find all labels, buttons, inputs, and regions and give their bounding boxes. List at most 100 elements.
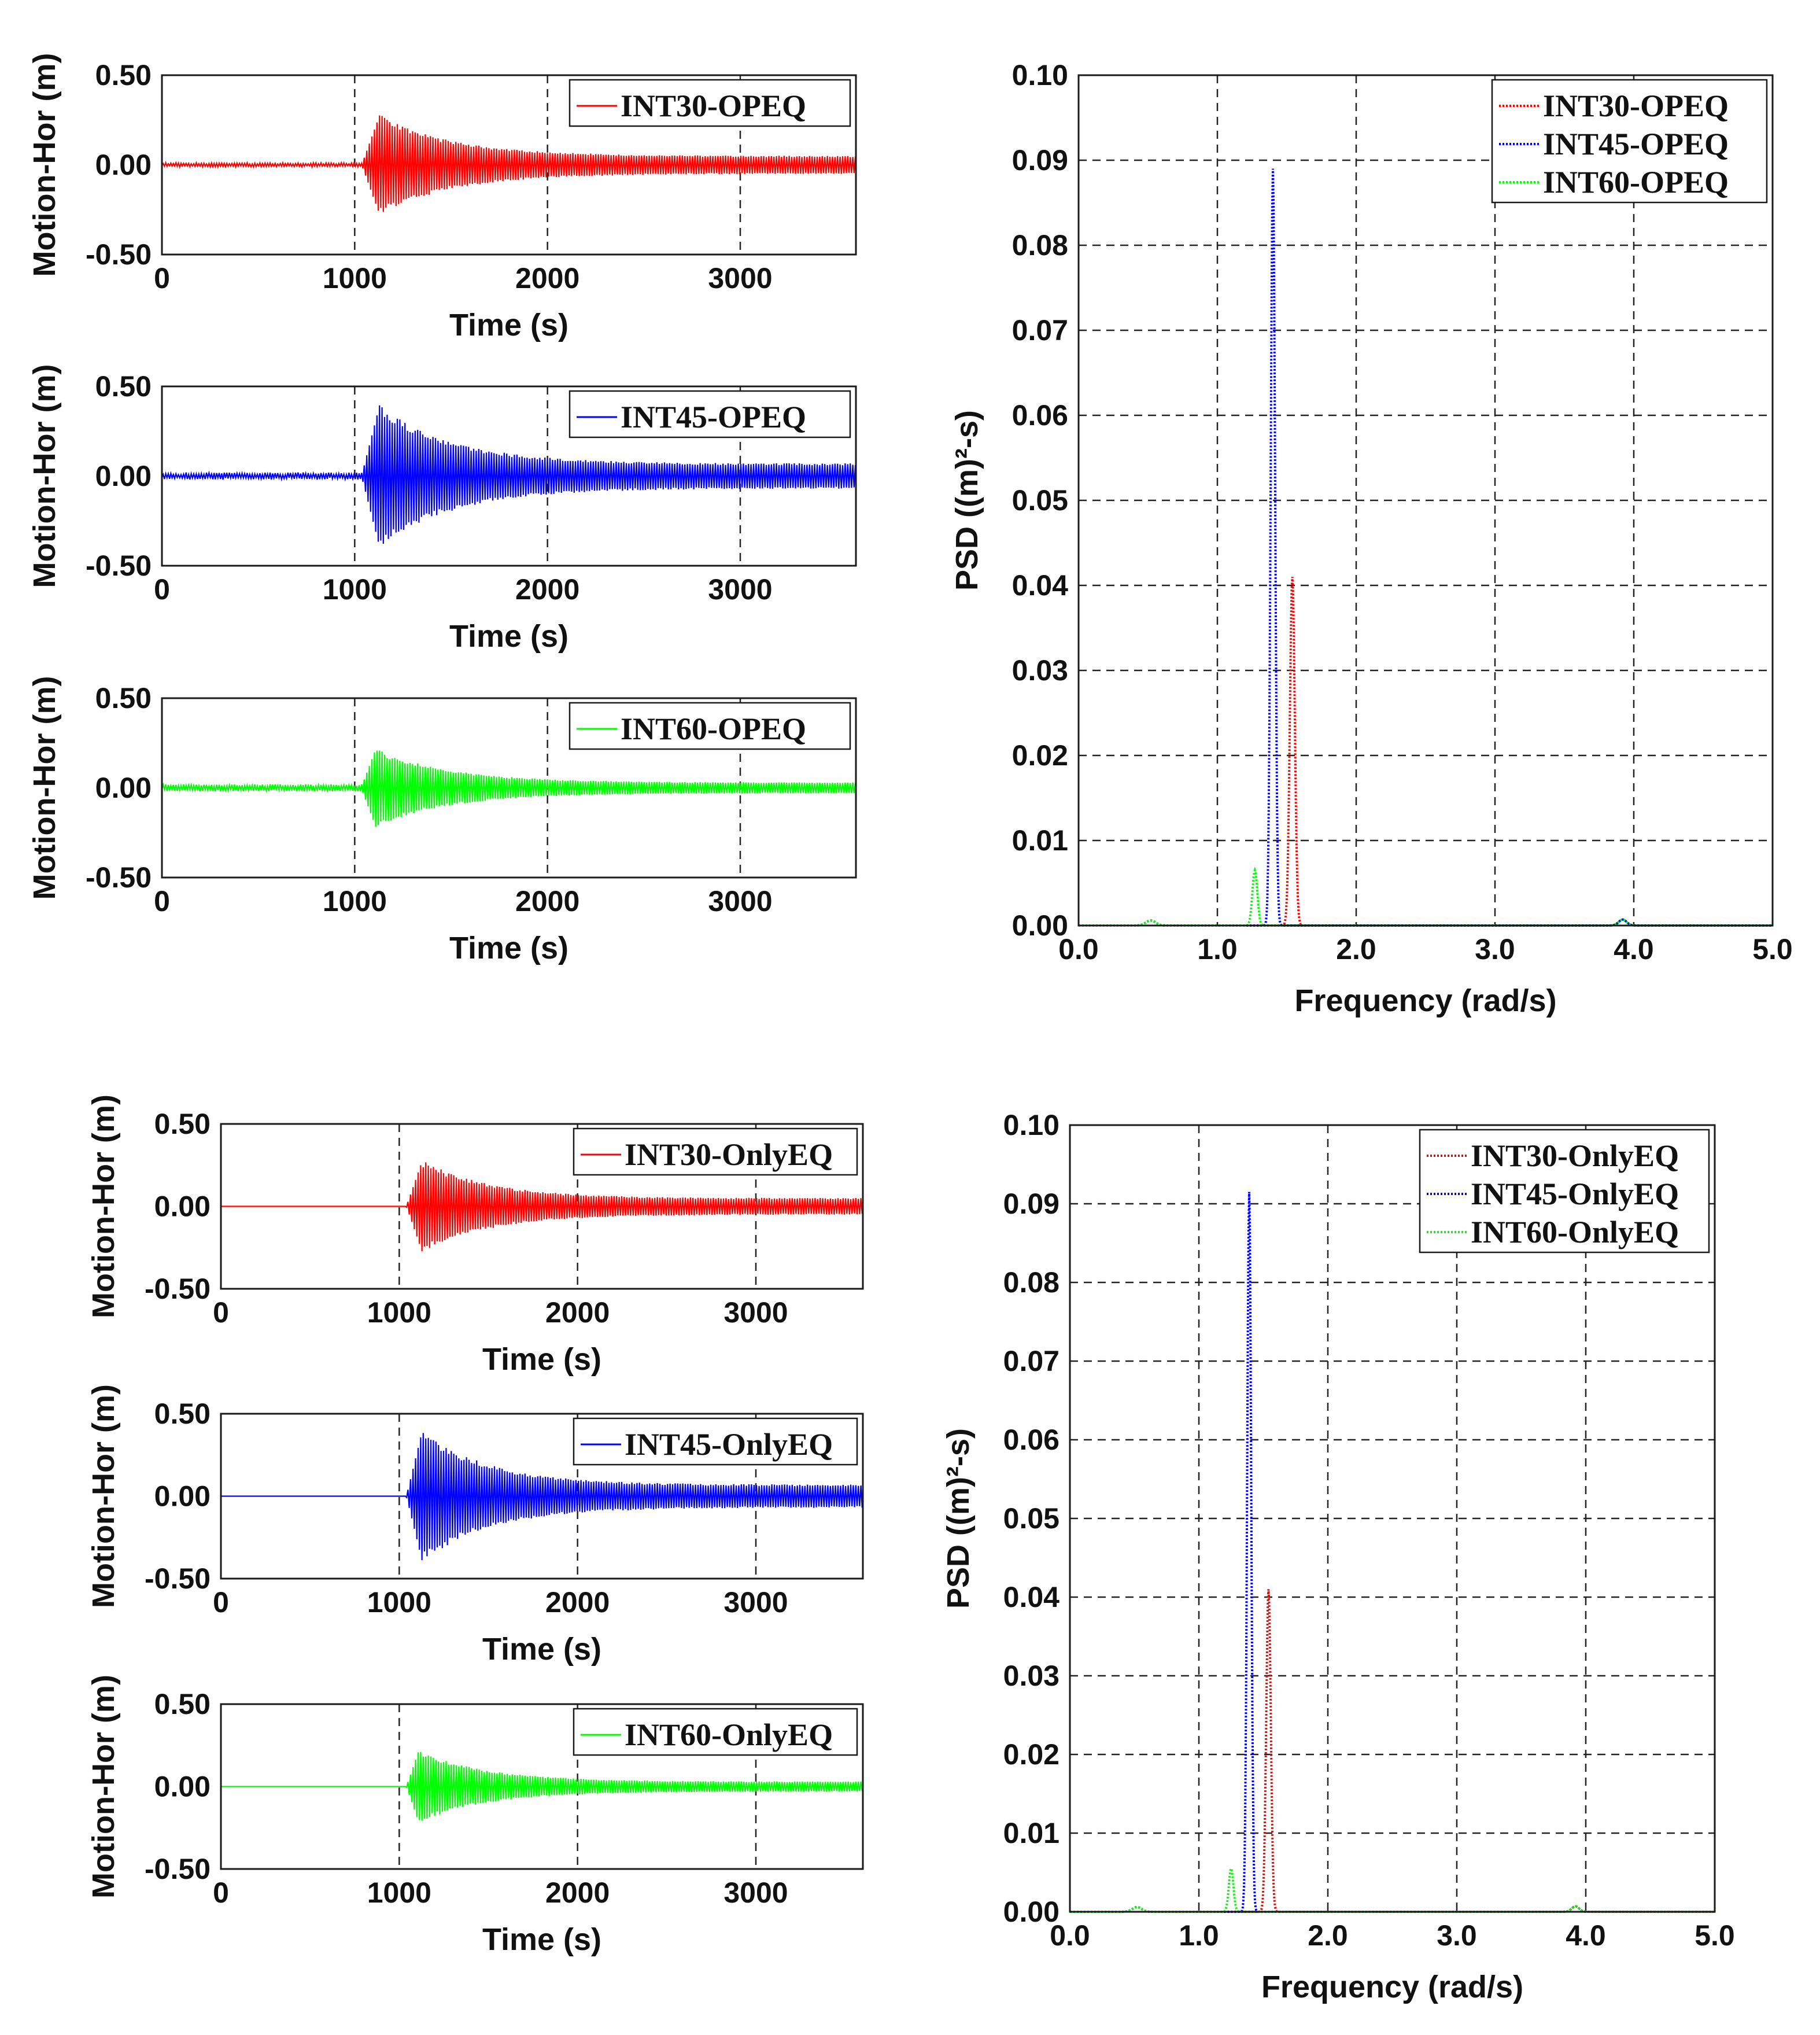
x-tick-label: 3.0 (1437, 1919, 1477, 1952)
x-tick-label: 1000 (367, 1586, 431, 1619)
y-axis-label: PSD ((m)²-s) (941, 1428, 976, 1609)
legend: INT45-OPEQ (568, 390, 851, 438)
chart-6: 0 1000 2000 3000 0.50 0.00 -0.50 Time (s) Motion… (86, 1384, 864, 1667)
y-tick-label: 0.08 (1012, 229, 1068, 261)
legend-label: INT30-OPEQ (1543, 89, 1729, 123)
y-axis-label: Motion-Hor (m) (86, 1675, 121, 1898)
x-tick-label: 3.0 (1475, 933, 1515, 965)
axes-frame (1069, 1124, 1716, 1913)
legend: INT30-OPEQ INT45-OPEQ INT60-OPEQ (1491, 79, 1768, 204)
y-tick-label: 0.10 (1003, 1109, 1059, 1141)
y-tick-label: -0.50 (86, 550, 152, 582)
axes-frame (161, 697, 857, 879)
y-tick-label: 0.10 (1012, 59, 1068, 91)
y-tick-label: 0.01 (1012, 824, 1068, 857)
legend-label: INT45-OPEQ (621, 400, 806, 434)
y-axis-label: Motion-Hor (m) (27, 676, 62, 900)
y-tick-label: 0.50 (95, 682, 152, 714)
chart-4: 0.0 1.0 2.0 3.0 4.0 5.0 0.10 0.09 0.08 0.07 0.06 0.… (950, 59, 1793, 1018)
y-tick-label: 0.00 (154, 1190, 211, 1223)
y-axis-label: Motion-Hor (m) (86, 1384, 121, 1608)
y-tick-label: 0.02 (1003, 1738, 1059, 1771)
x-tick-label: 1.0 (1179, 1919, 1219, 1952)
x-tick-label: 0.0 (1050, 1919, 1090, 1952)
x-tick-label: 0 (154, 262, 170, 294)
series-line-INT60-OnlyEQ (221, 1752, 863, 1821)
chart-5: 0 1000 2000 3000 0.50 0.00 -0.50 Time (s) Motion… (86, 1094, 864, 1377)
chart-8: 0.0 1.0 2.0 3.0 4.0 5.0 0.10 0.09 0.08 0.07 0.06 0.… (941, 1109, 1735, 2004)
y-tick-label: 0.07 (1003, 1345, 1059, 1377)
legend: INT60-OnlyEQ (573, 1708, 858, 1756)
x-tick-label: 0 (213, 1296, 229, 1329)
x-tick-label: 3000 (723, 1296, 788, 1329)
chart-1: 0 1000 2000 3000 0.50 0.00 -0.50 Time (s) Motion… (27, 53, 857, 342)
x-tick-label: 3000 (708, 885, 772, 917)
y-tick-label: -0.50 (145, 1273, 211, 1305)
axes-frame (220, 1413, 864, 1580)
y-tick-label: 0.00 (154, 1480, 211, 1513)
y-tick-label: 0.02 (1012, 739, 1068, 772)
legend-label: INT60-OPEQ (621, 711, 806, 746)
y-axis-label: PSD ((m)²-s) (950, 410, 984, 591)
x-tick-label: 2000 (515, 262, 579, 294)
x-tick-label: 1.0 (1197, 933, 1238, 965)
x-tick-label: 0 (213, 1877, 229, 1909)
y-tick-label: -0.50 (145, 1853, 211, 1885)
legend-label: INT30-OPEQ (621, 89, 806, 123)
x-tick-label: 3000 (723, 1586, 788, 1619)
y-tick-label: 0.00 (154, 1771, 211, 1803)
x-tick-label: 1000 (323, 573, 387, 606)
legend-label: INT45-OnlyEQ (625, 1427, 833, 1462)
series-line-INT30-OPEQ (161, 115, 857, 212)
legend-label: INT60-OnlyEQ (625, 1717, 833, 1752)
y-tick-label: 0.06 (1003, 1424, 1059, 1456)
x-axis-label: Time (s) (482, 1632, 601, 1667)
x-tick-label: 2.0 (1308, 1919, 1348, 1952)
y-tick-label: 0.50 (154, 1398, 211, 1430)
x-axis-label: Frequency (rad/s) (1294, 983, 1556, 1018)
axes-frame (220, 1703, 864, 1870)
axes-frame (161, 74, 857, 256)
x-tick-label: 4.0 (1614, 933, 1654, 965)
y-tick-label: 0.50 (95, 59, 152, 91)
y-tick-label: 0.00 (1012, 909, 1068, 942)
y-tick-label: 0.50 (154, 1108, 211, 1140)
legend-box (573, 1127, 858, 1176)
legend-label: INT45-OnlyEQ (1471, 1177, 1679, 1211)
y-tick-label: 0.07 (1012, 314, 1068, 346)
legend-box (568, 702, 851, 750)
y-tick-label: 0.50 (154, 1688, 211, 1720)
x-tick-label: 5.0 (1695, 1919, 1735, 1952)
x-tick-label: 0.0 (1058, 933, 1099, 965)
chart-7: 0 1000 2000 3000 0.50 0.00 -0.50 Time (s) Motion… (86, 1675, 864, 1957)
x-tick-label: 1000 (323, 262, 387, 294)
legend-label: INT60-OnlyEQ (1471, 1215, 1679, 1249)
x-tick-label: 1000 (323, 885, 387, 917)
legend-label: INT45-OPEQ (1543, 127, 1729, 161)
legend-label: INT30-OnlyEQ (625, 1137, 833, 1172)
legend: INT30-OnlyEQ (573, 1127, 858, 1176)
y-tick-label: 0.04 (1012, 569, 1069, 602)
x-axis-label: Time (s) (449, 308, 568, 342)
x-tick-label: 2000 (515, 573, 579, 606)
legend-box (1419, 1129, 1710, 1254)
x-tick-label: 2000 (515, 885, 579, 917)
x-tick-label: 2000 (545, 1877, 610, 1909)
y-tick-label: 0.00 (95, 772, 152, 804)
y-tick-label: 0.05 (1012, 484, 1068, 517)
y-axis-label: Motion-Hor (m) (27, 53, 62, 277)
series-line-INT45-OPEQ (161, 405, 857, 544)
x-tick-label: 2000 (545, 1296, 610, 1329)
y-tick-label: 0.00 (1003, 1896, 1059, 1928)
y-tick-label: 0.05 (1003, 1502, 1059, 1535)
y-tick-label: 0.09 (1012, 144, 1068, 176)
x-axis-label: Time (s) (449, 931, 568, 965)
y-tick-label: 0.08 (1003, 1266, 1059, 1299)
x-tick-label: 0 (154, 573, 170, 606)
legend: INT30-OPEQ (568, 79, 851, 127)
legend-box (568, 79, 851, 127)
legend: INT30-OnlyEQ INT45-OnlyEQ INT60-OnlyEQ (1419, 1129, 1710, 1254)
x-tick-label: 3000 (708, 573, 772, 606)
x-tick-label: 2000 (545, 1586, 610, 1619)
